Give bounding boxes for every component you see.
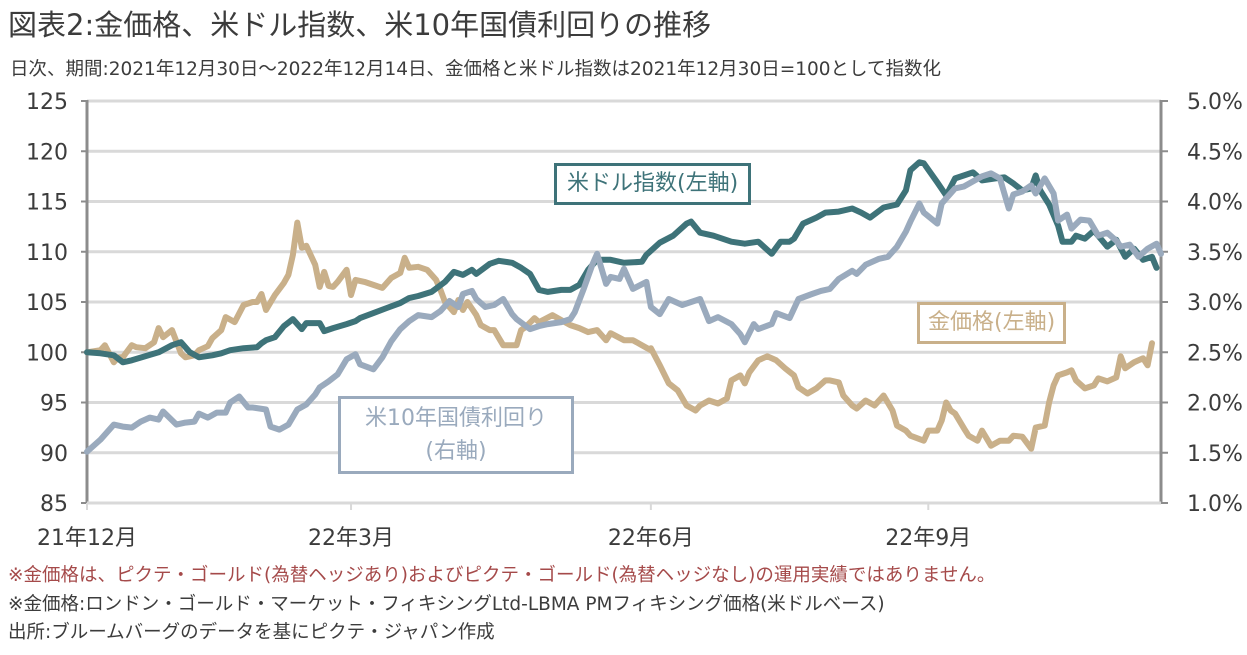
right-tick-label: 4.0% [1187,191,1243,216]
legend-usd-label: 米ドル指数(左軸) [567,171,739,196]
left-tick-label: 110 [26,241,68,266]
legend-gold: 金価格(左軸) [917,302,1067,344]
left-tick-label: 85 [40,492,68,517]
x-tick-label: 22年9月 [885,526,971,551]
left-tick-label: 100 [26,341,68,366]
right-tick-label: 3.0% [1187,291,1243,316]
right-axis-ticks: 1.0% 1.5% 2.0% 2.5% 3.0% 3.5% 4.0% 4.5% 5.0% [1161,90,1243,517]
right-tick-label: 5.0% [1187,90,1243,115]
note-data-source: 出所:ブルームバーグのデータを基にピクテ・ジャパン作成 [8,622,495,643]
legend-usd-index: 米ドル指数(左軸) [554,163,752,205]
series-lines [84,159,1164,455]
series-line-gold [84,219,1155,452]
right-tick-label: 4.5% [1187,140,1243,165]
note-disclaimer: ※金価格は、ピクテ・ゴールド(為替ヘッジあり)およびピクテ・ゴールド(為替ヘッジ… [8,565,996,586]
x-tick-label: 21年12月 [37,526,137,551]
left-tick-label: 120 [26,140,68,165]
left-axis-ticks: 85 90 95 100 105 110 115 120 125 [26,90,87,517]
series-line-usd [84,159,1160,366]
left-tick-label: 125 [26,90,68,115]
chart-title: 図表2:金価格、米ドル指数、米10年国債利回りの推移 [8,8,712,42]
x-tick-label: 22年3月 [308,526,394,551]
legend-us10y-axis: (右軸) [425,439,487,464]
note-gold-source: ※金価格:ロンドン・ゴールド・マーケット・フィキシングLtd-LBMA PMフィ… [8,594,885,615]
legend-gold-label: 金価格(左軸) [928,310,1056,335]
right-tick-label: 3.5% [1187,241,1243,266]
x-axis-ticks: 21年12月 22年3月 22年6月 22年9月 [37,503,971,551]
right-tick-label: 1.5% [1187,442,1243,467]
legend-us10y-label: 米10年国債利回り [365,406,547,431]
left-tick-label: 90 [40,442,68,467]
right-tick-label: 1.0% [1187,492,1243,517]
legend-us10y: 米10年国債利回り (右軸) [338,396,574,474]
left-tick-label: 115 [26,191,68,216]
right-tick-label: 2.5% [1187,341,1243,366]
left-tick-label: 95 [40,392,68,417]
chart-subtitle: 日次、期間:2021年12月30日〜2022年12月14日、金価格と米ドル指数は… [10,59,941,80]
left-tick-label: 105 [26,291,68,316]
x-tick-label: 22年6月 [608,526,694,551]
series-line-ust [84,170,1164,455]
right-tick-label: 2.0% [1187,392,1243,417]
